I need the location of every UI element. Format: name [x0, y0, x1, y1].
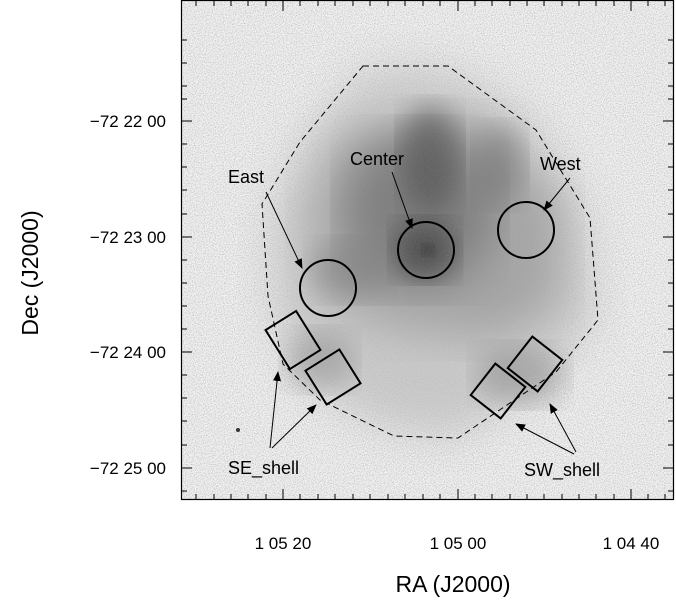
center-label: Center — [350, 149, 404, 169]
se-shell-box-1 — [264, 309, 322, 371]
sw-shell-arrow-2 — [549, 403, 577, 453]
x-axis-title: RA (J2000) — [395, 571, 510, 597]
sw-shell-label: SW_shell — [524, 460, 600, 481]
y-tick-label: −72 24 00 — [90, 343, 166, 362]
east-arrow — [265, 191, 303, 269]
west-label: West — [540, 154, 581, 174]
west-region-circle — [497, 201, 555, 259]
region-outlines — [264, 201, 564, 420]
y-axis-title: Dec (J2000) — [17, 210, 43, 335]
sw-shell-arrow-1 — [515, 423, 575, 455]
axis-minor-ticks — [182, 1, 673, 499]
axis-ticks — [182, 1, 673, 499]
center-arrow — [391, 171, 413, 229]
plot-frame — [180, 0, 675, 501]
east-region-circle — [299, 259, 357, 317]
label-arrows — [265, 171, 577, 455]
y-tick-label: −72 25 00 — [90, 459, 166, 478]
center-region-circle — [397, 221, 455, 279]
y-tick-label: −72 22 00 — [90, 112, 166, 131]
x-tick-label: 1 05 00 — [430, 534, 487, 553]
se-shell-label: SE_shell — [228, 458, 299, 479]
x-tick-label: 1 05 20 — [255, 534, 312, 553]
sw-shell-box-1 — [469, 362, 527, 420]
remnant-boundary-outline — [261, 65, 599, 439]
x-tick-label: 1 04 40 — [603, 534, 660, 553]
x-ray-image — [181, 0, 674, 500]
se-shell-arrow-2 — [271, 404, 317, 449]
se-shell-arrow-1 — [269, 371, 282, 449]
east-label: East — [228, 167, 264, 187]
sw-shell-box-2 — [506, 335, 564, 393]
y-tick-label: −72 23 00 — [90, 228, 166, 247]
se-shell-box-2 — [304, 348, 362, 406]
west-arrow — [543, 177, 571, 211]
